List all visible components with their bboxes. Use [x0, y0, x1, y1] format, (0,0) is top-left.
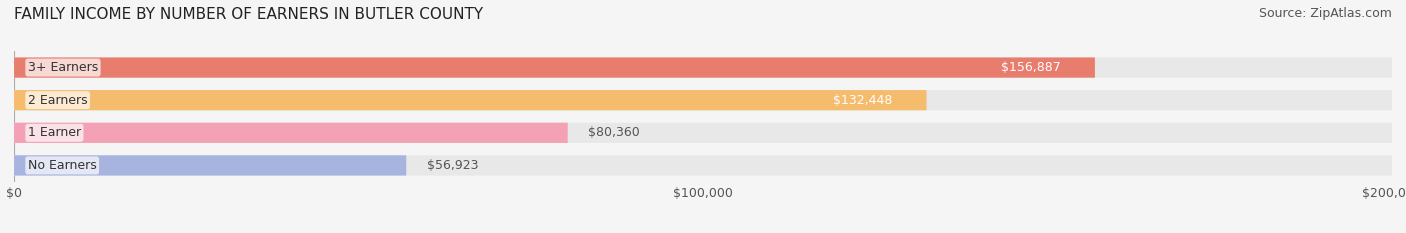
- Text: Source: ZipAtlas.com: Source: ZipAtlas.com: [1258, 7, 1392, 20]
- Text: No Earners: No Earners: [28, 159, 97, 172]
- Text: $56,923: $56,923: [427, 159, 478, 172]
- Text: $132,448: $132,448: [832, 94, 891, 107]
- Text: FAMILY INCOME BY NUMBER OF EARNERS IN BUTLER COUNTY: FAMILY INCOME BY NUMBER OF EARNERS IN BU…: [14, 7, 484, 22]
- FancyBboxPatch shape: [14, 90, 927, 110]
- Text: 2 Earners: 2 Earners: [28, 94, 87, 107]
- FancyBboxPatch shape: [14, 123, 568, 143]
- FancyBboxPatch shape: [14, 58, 1095, 78]
- FancyBboxPatch shape: [14, 155, 406, 175]
- FancyBboxPatch shape: [14, 90, 1392, 110]
- FancyBboxPatch shape: [14, 155, 1392, 175]
- Text: 1 Earner: 1 Earner: [28, 126, 82, 139]
- FancyBboxPatch shape: [14, 123, 1392, 143]
- Text: $80,360: $80,360: [588, 126, 640, 139]
- Text: $156,887: $156,887: [1001, 61, 1060, 74]
- FancyBboxPatch shape: [14, 58, 1392, 78]
- Text: 3+ Earners: 3+ Earners: [28, 61, 98, 74]
